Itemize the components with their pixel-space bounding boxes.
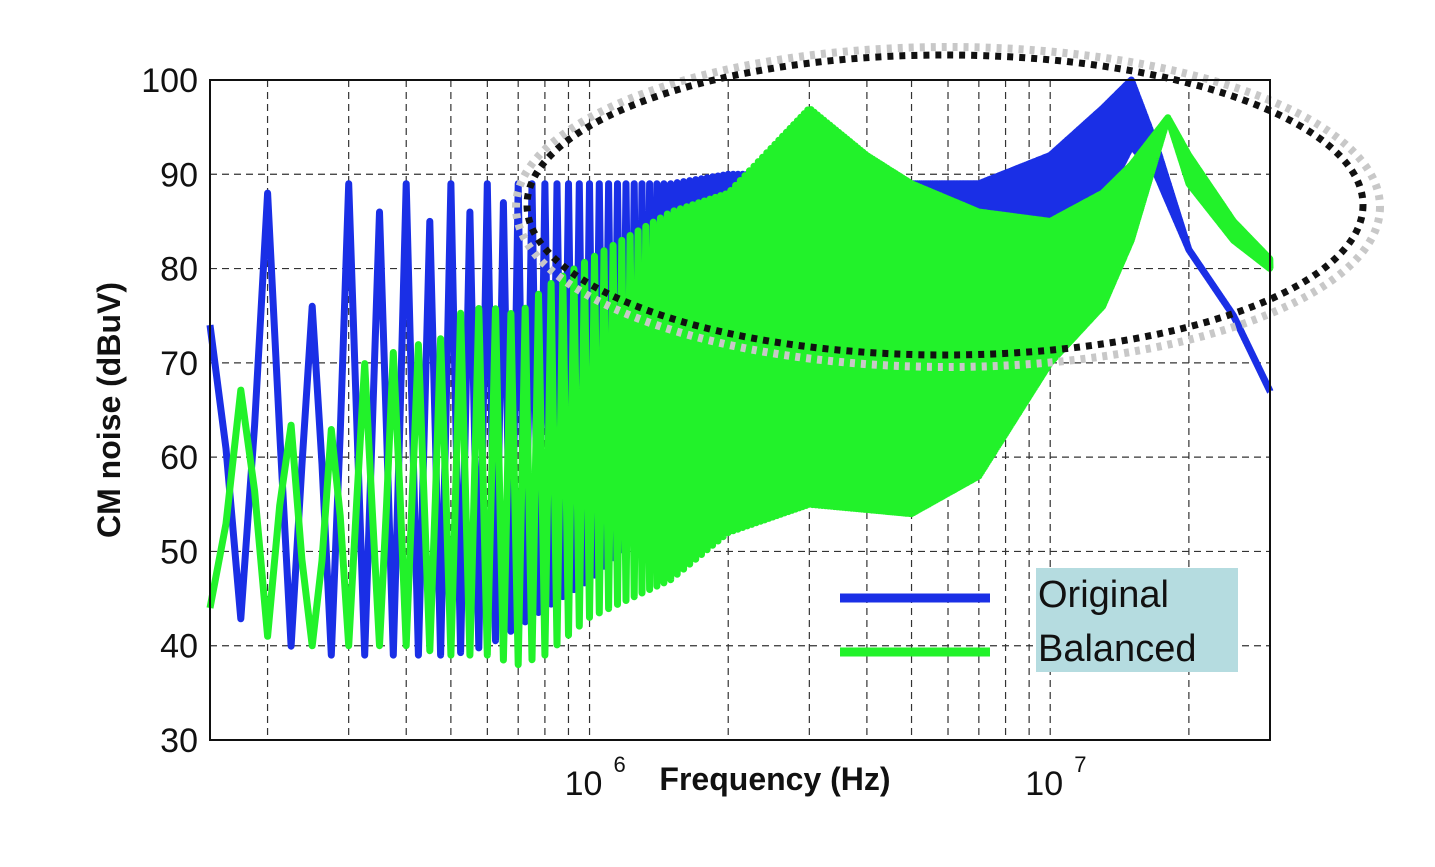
y-tick-label: 90 (160, 156, 198, 194)
x-tick-label: 10 7 (1025, 752, 1086, 803)
y-axis-title: CM noise (dBuV) (91, 282, 127, 538)
y-tick-label: 80 (160, 251, 198, 289)
legend-background (1036, 568, 1238, 672)
y-tick-label: 30 (160, 722, 198, 760)
y-tick-label: 60 (160, 439, 198, 477)
x-axis-title: Frequency (Hz) (659, 761, 890, 797)
legend-label-original: Original (1038, 574, 1169, 616)
x-axis-ticks: 10 6 10 7 (565, 752, 1087, 803)
ellipse-halo (512, 43, 1384, 371)
x-tick-base: 10 (565, 765, 603, 803)
legend-label-balanced: Balanced (1038, 628, 1196, 670)
y-tick-label: 100 (141, 62, 198, 100)
series-line-balanced (206, 106, 1274, 669)
x-tick-label: 10 6 (565, 752, 626, 803)
y-tick-label: 40 (160, 628, 198, 666)
y-axis-ticks: 30 40 50 60 70 80 90 100 (141, 62, 198, 760)
x-tick-exponent: 6 (614, 752, 626, 777)
y-tick-label: 70 (160, 345, 198, 383)
y-tick-label: 50 (160, 533, 198, 571)
x-tick-base: 10 (1025, 765, 1063, 803)
annotation-ellipse (512, 43, 1384, 371)
plot-frame (209, 79, 1271, 741)
ellipse-dotted (523, 51, 1367, 359)
legend: Original Balanced (840, 568, 1238, 672)
x-tick-exponent: 7 (1074, 752, 1086, 777)
series-layer (206, 76, 1274, 669)
